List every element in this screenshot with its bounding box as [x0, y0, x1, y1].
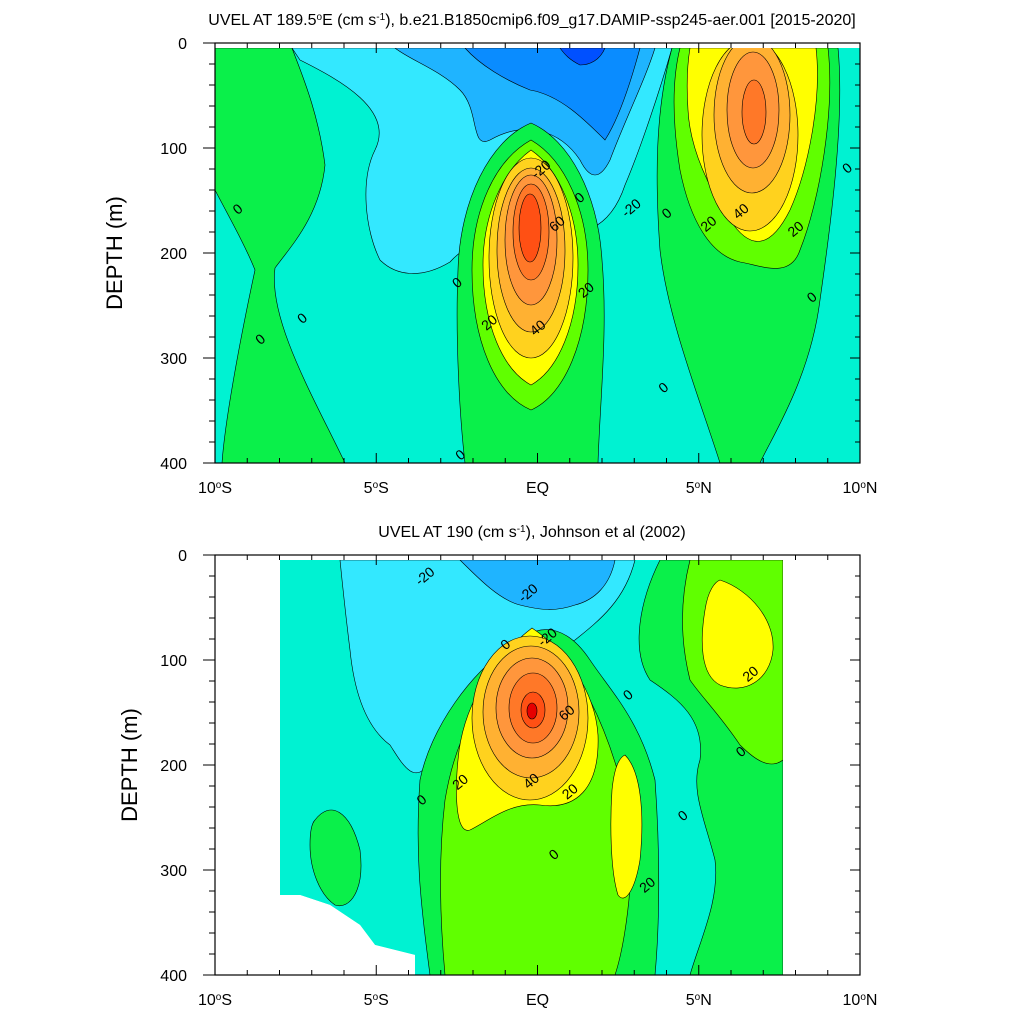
y-tick-label: 200 [160, 246, 187, 263]
x-tick-label: 10oN [843, 992, 878, 1010]
contour-field-observed [215, 555, 860, 975]
contour-band-80-euc [526, 702, 538, 720]
contour-band-neg40 [559, 47, 606, 66]
x-tick-label: 10oS [198, 992, 232, 1010]
contour-band-0-southwest [309, 809, 362, 907]
contour-band-60-necc [741, 79, 767, 145]
x-tick-label: EQ [526, 992, 549, 1009]
contour-band-neg20 [459, 559, 616, 610]
contour-band-0-south [215, 47, 346, 463]
contour-band-20-necc [701, 579, 774, 689]
y-tick-label: 0 [178, 36, 187, 53]
y-tick-label: 400 [160, 968, 187, 985]
contour-band-20-south [610, 754, 643, 899]
x-tick-label: 5oN [686, 992, 712, 1010]
contour-field-model [215, 43, 860, 463]
axis-ticks-observed: 10oS 5oS EQ 5oN 10oN 0 100 200 300 400 [160, 548, 877, 1009]
chart-panel-model: UVEL AT 189.5oE (cm s-1), b.e21.B1850cmi… [102, 12, 877, 498]
chart-panel-observed: UVEL AT 190 (cm s-1), Johnson et al (200… [117, 524, 877, 1010]
x-tick-label: 5oS [364, 480, 389, 498]
x-tick-label: EQ [526, 480, 549, 497]
y-tick-label: 200 [160, 758, 187, 775]
y-tick-label: 0 [178, 548, 187, 565]
contour-band-neg30 [464, 47, 641, 141]
chart-title-model: UVEL AT 189.5oE (cm s-1), b.e21.B1850cmi… [208, 12, 855, 30]
x-tick-label: 10oN [843, 480, 878, 498]
contour-band-70-euc [518, 193, 542, 263]
x-tick-label: 5oS [364, 992, 389, 1010]
axis-ticks-model: 10oS 5oS EQ 5oN 10oN 0 100 200 300 400 [160, 36, 877, 497]
chart-title-observed: UVEL AT 190 (cm s-1), Johnson et al (200… [378, 524, 685, 542]
y-axis-title-observed: DEPTH (m) [117, 708, 142, 822]
y-tick-label: 300 [160, 863, 187, 880]
x-tick-label: 10oS [198, 480, 232, 498]
y-axis-title-model: DEPTH (m) [102, 196, 127, 310]
missing-data-mask [215, 555, 860, 975]
y-tick-label: 100 [160, 141, 187, 158]
x-tick-label: 5oN [686, 480, 712, 498]
y-tick-label: 400 [160, 456, 187, 473]
y-tick-label: 300 [160, 351, 187, 368]
y-tick-label: 100 [160, 653, 187, 670]
